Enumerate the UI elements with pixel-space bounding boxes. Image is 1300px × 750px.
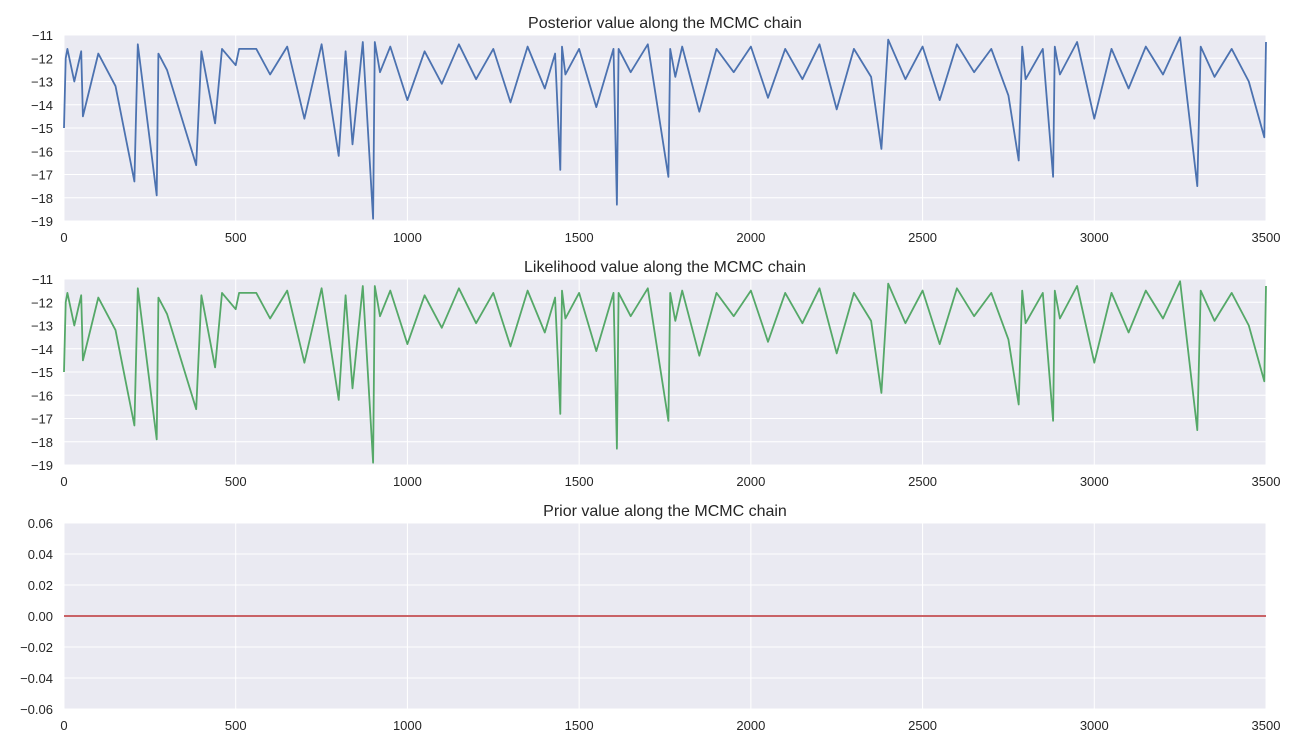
y-tick-label: −13 (31, 75, 53, 90)
x-tick-label: 2000 (736, 718, 765, 733)
chart-panel-0: Posterior value along the MCMC chain 0 500… (31, 15, 1281, 245)
chart-panel-2: Prior value along the MCMC chain 0 500 1000… (20, 503, 1280, 733)
series-line-0 (63, 280, 1267, 464)
x-tick-label: 3000 (1080, 718, 1109, 733)
x-tick-label: 2000 (736, 230, 765, 245)
y-tick-label: −11 (32, 272, 53, 287)
y-tick-label: −19 (31, 214, 53, 229)
x-tick-label: 1500 (565, 230, 594, 245)
y-tick-label: −15 (31, 365, 53, 380)
x-tick-label: 500 (225, 230, 247, 245)
x-tick-label: 500 (225, 474, 247, 489)
y-tick-label: 0.00 (28, 609, 53, 624)
y-tick-label: −17 (31, 412, 53, 427)
x-tick-label: 2500 (908, 474, 937, 489)
chart-title: Likelihood value along the MCMC chain (524, 259, 806, 276)
y-tick-label: 0.02 (28, 578, 53, 593)
chart-title: Prior value along the MCMC chain (543, 503, 787, 520)
y-tick-label: −12 (31, 295, 53, 310)
y-tick-label: 0.04 (28, 547, 53, 562)
chart-title: Posterior value along the MCMC chain (528, 15, 802, 32)
x-tick-label: 1000 (393, 474, 422, 489)
x-tick-label: 500 (225, 718, 247, 733)
y-tick-label: 0.06 (28, 516, 53, 531)
chart-panel-1: Likelihood value along the MCMC chain 0 50… (31, 259, 1281, 489)
y-tick-label: −19 (31, 458, 53, 473)
y-tick-label: −0.06 (20, 702, 53, 717)
y-tick-label: −13 (31, 319, 53, 334)
x-tick-label: 2000 (736, 474, 765, 489)
y-tick-label: −12 (31, 51, 53, 66)
y-tick-label: −0.04 (20, 671, 53, 686)
x-tick-label: 3500 (1252, 718, 1281, 733)
x-tick-label: 0 (60, 230, 67, 245)
y-tick-label: −11 (32, 28, 53, 43)
x-tick-label: 0 (60, 474, 67, 489)
y-tick-label: −18 (31, 191, 53, 206)
x-tick-label: 1500 (565, 474, 594, 489)
y-tick-label: −18 (31, 435, 53, 450)
y-tick-label: −0.02 (20, 640, 53, 655)
x-tick-label: 1000 (393, 718, 422, 733)
y-tick-label: −14 (31, 342, 53, 357)
y-tick-label: −15 (31, 121, 53, 136)
x-tick-label: 3000 (1080, 474, 1109, 489)
y-tick-label: −16 (31, 144, 53, 159)
y-tick-label: −14 (31, 98, 53, 113)
x-tick-label: 3000 (1080, 230, 1109, 245)
x-tick-label: 3500 (1252, 230, 1281, 245)
x-tick-label: 0 (60, 718, 67, 733)
series-line-0 (63, 36, 1267, 220)
x-tick-label: 3500 (1252, 474, 1281, 489)
x-tick-label: 1500 (565, 718, 594, 733)
x-tick-label: 2500 (908, 718, 937, 733)
x-tick-label: 1000 (393, 230, 422, 245)
y-tick-label: −16 (31, 388, 53, 403)
y-tick-label: −17 (31, 168, 53, 183)
x-tick-label: 2500 (908, 230, 937, 245)
